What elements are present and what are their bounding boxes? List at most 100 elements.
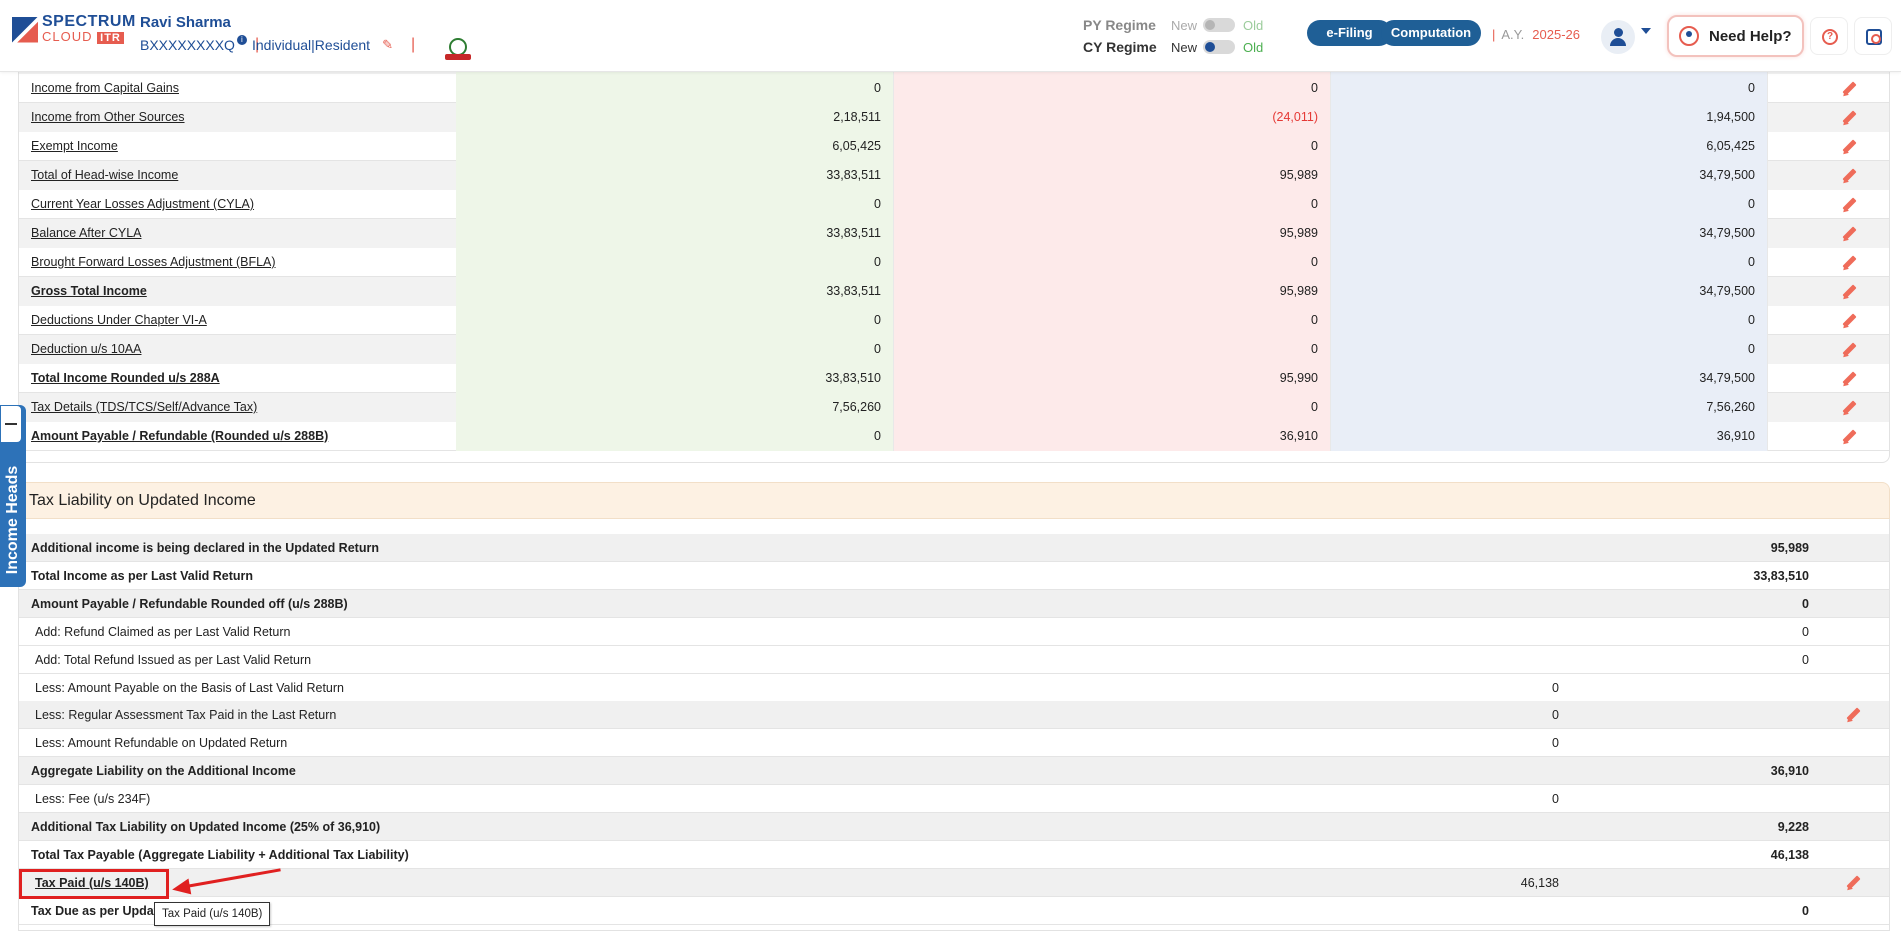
cy-new-label: New [1171,39,1198,55]
total-value-cell: 0 [1802,624,1809,639]
updated-value-cell: 0 [1330,248,1767,277]
table-row: Total of Head-wise Income 33,83,511 95,989… [19,161,1889,190]
original-value-cell: 0 [456,335,893,364]
row-label-link[interactable]: Exempt Income [31,139,118,153]
help-button[interactable]: ? [1810,17,1848,55]
table-row: Less: Fee (u/s 234F) 0 [19,785,1889,814]
table-row: Balance After CYLA 33,83,511 95,989 34,79,5… [19,219,1889,248]
edit-cell [1767,103,1889,132]
row-label: Aggregate Liability on the Additional In… [31,764,296,779]
updated-value-cell: 34,79,500 [1330,161,1767,190]
row-label-link[interactable]: Income from Capital Gains [31,81,179,95]
assessment-year: | A.Y. 2025-26 [1492,27,1580,42]
user-avatar-icon[interactable] [1601,20,1635,54]
row-label-link[interactable]: Current Year Losses Adjustment (CYLA) [31,197,255,211]
total-value-cell: 0 [1802,596,1809,611]
table-row: Income from Capital Gains 0 0 0 [19,74,1889,103]
edit-pencil-icon[interactable] [1841,313,1857,331]
row-label-link[interactable]: Balance After CYLA [19,219,456,248]
edit-pencil-icon[interactable] [1841,400,1857,418]
row-label: Less: Amount Refundable on Updated Retur… [35,736,288,751]
support-agent-icon [1679,26,1699,46]
need-help-label: Need Help? [1709,27,1792,45]
ay-value[interactable]: 2025-26 [1532,27,1580,42]
need-help-button[interactable]: Need Help? [1667,15,1804,57]
edit-pencil-icon[interactable] [1841,139,1857,157]
row-label-link[interactable]: Income from Other Sources [19,103,456,132]
edit-pencil-icon[interactable] [1841,284,1857,302]
edit-cell [1767,393,1889,422]
difference-value-cell: 0 [893,306,1330,335]
edit-cell [1767,219,1889,248]
row-label-link[interactable]: Deduction u/s 10AA [19,335,456,364]
collapse-icon[interactable] [0,405,22,443]
edit-status-icon[interactable]: ✎ [382,37,393,52]
edit-pencil-icon[interactable] [1845,707,1861,725]
arrow-head-icon [170,878,192,898]
edit-pencil-icon[interactable] [1841,226,1857,244]
divider: | [410,36,416,53]
edit-cell [1767,306,1889,335]
edit-pencil-icon[interactable] [1841,429,1857,447]
edit-pencil-icon[interactable] [1841,110,1857,128]
row-label: Additional income is being declared in t… [31,541,379,555]
taxpayer-status: Individual | Resident ✎ | [252,36,423,54]
row-label-link[interactable]: Deductions Under Chapter VI-A [31,313,207,327]
side-tab-label: Income Heads [4,465,21,575]
row-label-link[interactable]: Tax Details (TDS/TCS/Self/Advance Tax) [19,393,456,422]
edit-pencil-icon[interactable] [1841,168,1857,186]
updated-value-cell: 6,05,425 [1330,132,1767,161]
difference-value-cell: 36,910 [893,422,1330,451]
row-label: Less: Amount Payable on the Basis of Las… [35,680,344,695]
row-label-link[interactable]: Total of Head-wise Income [19,161,456,190]
row-label-link[interactable]: Brought Forward Losses Adjustment (BFLA) [31,255,276,269]
row-label-link[interactable]: Tax Paid (u/s 140B) [35,875,149,890]
py-regime-toggle[interactable] [1203,18,1236,32]
table-row: Exempt Income 6,05,425 0 6,05,425 [19,132,1889,161]
edit-pencil-icon[interactable] [1841,197,1857,215]
table-row: Gross Total Income 33,83,511 95,989 34,79,5… [19,277,1889,306]
edit-pencil-icon[interactable] [1841,371,1857,389]
cy-regime-toggle[interactable] [1203,40,1236,54]
row-label-link[interactable]: Amount Payable / Refundable (Rounded u/s… [31,429,329,443]
edit-cell [1767,335,1889,364]
edit-pencil-icon[interactable] [1841,255,1857,273]
edit-pencil-icon[interactable] [1845,875,1861,893]
tax-liability-header: Tax Liability on Updated Income [18,482,1890,519]
table-row: Tax Paid (u/s 140B) 46,138 [19,868,1889,897]
row-label: Additional Tax Liability on Updated Inco… [31,820,381,834]
table-row: Deduction u/s 10AA 0 0 0 [19,335,1889,364]
py-new-label: New [1171,17,1198,33]
table-row: Current Year Losses Adjustment (CYLA) 0 0 0 [19,190,1889,219]
edit-pencil-icon[interactable] [1841,81,1857,99]
row-label-link[interactable]: Gross Total Income [19,277,456,306]
table-row: Tax Due as per Updated Return 0 [19,897,1889,925]
updated-value-cell: 0 [1330,306,1767,335]
info-icon[interactable]: i [236,35,247,45]
updated-value-cell: 1,94,500 [1330,103,1767,132]
screen-capture-icon [1866,29,1882,45]
table-row: Amount Payable / Refundable Rounded off … [19,589,1889,618]
difference-value-cell: 0 [893,190,1330,219]
income-heads-side-tab[interactable]: Income Heads [0,405,26,587]
screen-capture-button[interactable] [1854,17,1892,55]
table-row: Total Income Rounded u/s 288A 33,83,510 95… [19,364,1889,393]
edit-pencil-icon[interactable] [1841,342,1857,360]
status-separator: | [311,37,315,53]
chevron-down-icon[interactable] [1641,28,1651,34]
total-value-cell: 0 [1802,903,1809,918]
difference-value-cell: 95,990 [893,364,1330,393]
highlight-box [19,869,169,899]
computation-button[interactable]: Computation [1381,20,1481,46]
edit-cell [1767,277,1889,306]
user-pan: BXXXXXXXXQ [140,37,235,53]
original-value-cell: 0 [456,190,893,219]
row-label: Total Income as per Last Valid Return [31,568,254,583]
spectrum-logo[interactable]: SPECTRUM CLOUD ITR [12,14,136,45]
edit-cell [1767,161,1889,190]
efiling-button[interactable]: e-Filing [1307,20,1392,46]
regime-selector: PY Regime New Old CY Regime New Old [1083,14,1263,58]
edit-cell [1767,190,1889,219]
edit-cell [1767,422,1889,451]
row-label-link[interactable]: Total Income Rounded u/s 288A [31,371,220,385]
